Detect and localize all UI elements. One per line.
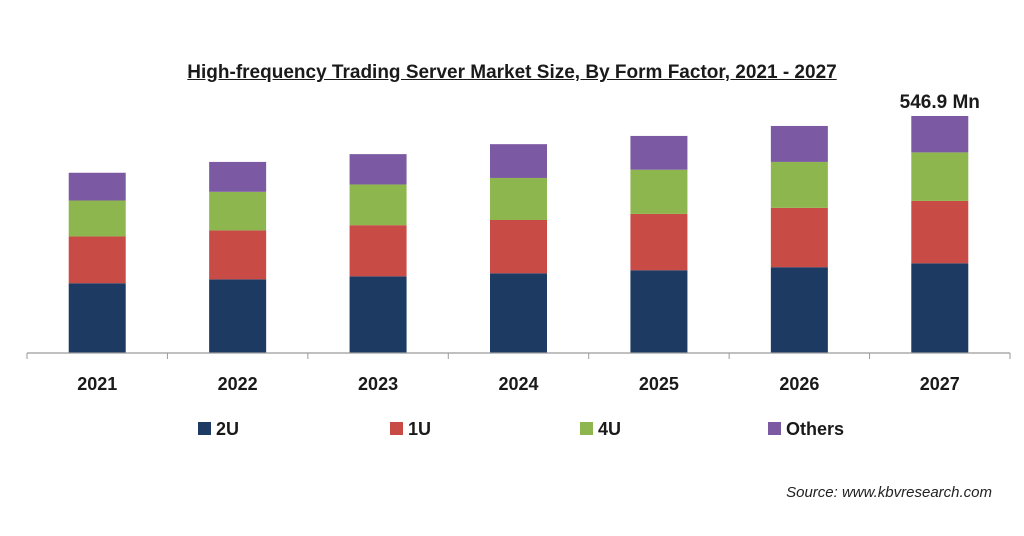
x-tick-label-2025: 2025 — [639, 374, 679, 394]
bar-2u-2022 — [209, 279, 267, 353]
bar-others-2027 — [911, 116, 969, 153]
bar-2u-2021 — [68, 283, 126, 353]
x-tick-label-2027: 2027 — [920, 374, 960, 394]
bar-others-2023 — [349, 154, 407, 185]
x-tick-label-2021: 2021 — [77, 374, 117, 394]
legend-swatch-4u — [580, 422, 593, 435]
bar-1u-2027 — [911, 200, 969, 264]
bar-others-2024 — [490, 144, 547, 178]
x-tick-label-2026: 2026 — [779, 374, 819, 394]
total-label-2027: 546.9 Mn — [900, 92, 980, 113]
bar-1u-2021 — [68, 236, 126, 284]
bar-1u-2024 — [490, 219, 547, 274]
bar-others-2026 — [770, 125, 828, 162]
chart-title: High-frequency Trading Server Market Siz… — [187, 62, 837, 83]
legend: 2U 1U 4U Others — [198, 419, 844, 439]
bar-4u-2024 — [490, 177, 547, 220]
legend-swatch-2u — [198, 422, 211, 435]
legend-swatch-others — [768, 422, 781, 435]
x-tick-label-2022: 2022 — [218, 374, 258, 394]
x-tick-label-2023: 2023 — [358, 374, 398, 394]
bar-4u-2027 — [911, 152, 969, 201]
bar-4u-2025 — [630, 169, 688, 214]
annotations: 546.9 Mn — [900, 92, 980, 113]
bar-1u-2025 — [630, 213, 688, 271]
x-axis: 2021 2022 2023 2024 2025 2026 2027 — [26, 352, 1011, 394]
legend-label-2u: 2U — [216, 419, 239, 439]
bar-2u-2024 — [490, 273, 547, 353]
bar-2u-2026 — [770, 267, 828, 353]
bar-others-2021 — [68, 172, 126, 201]
source-note: Source: www.kbvresearch.com — [786, 484, 992, 501]
bar-4u-2023 — [349, 184, 407, 226]
bar-1u-2026 — [770, 207, 828, 268]
legend-label-4u: 4U — [598, 419, 621, 439]
bar-2u-2027 — [911, 263, 969, 353]
x-tick-label-2024: 2024 — [498, 374, 538, 394]
bars-layer — [68, 116, 969, 353]
legend-swatch-1u — [390, 422, 403, 435]
bar-2u-2023 — [349, 276, 407, 353]
bar-1u-2023 — [349, 225, 407, 277]
bar-others-2025 — [630, 135, 688, 170]
legend-label-1u: 1U — [408, 419, 431, 439]
legend-label-others: Others — [786, 419, 844, 439]
bar-4u-2022 — [209, 191, 267, 231]
bar-others-2022 — [209, 161, 267, 192]
bar-4u-2026 — [770, 161, 828, 208]
bar-2u-2025 — [630, 270, 688, 353]
bar-1u-2022 — [209, 230, 267, 280]
bar-4u-2021 — [68, 200, 126, 237]
